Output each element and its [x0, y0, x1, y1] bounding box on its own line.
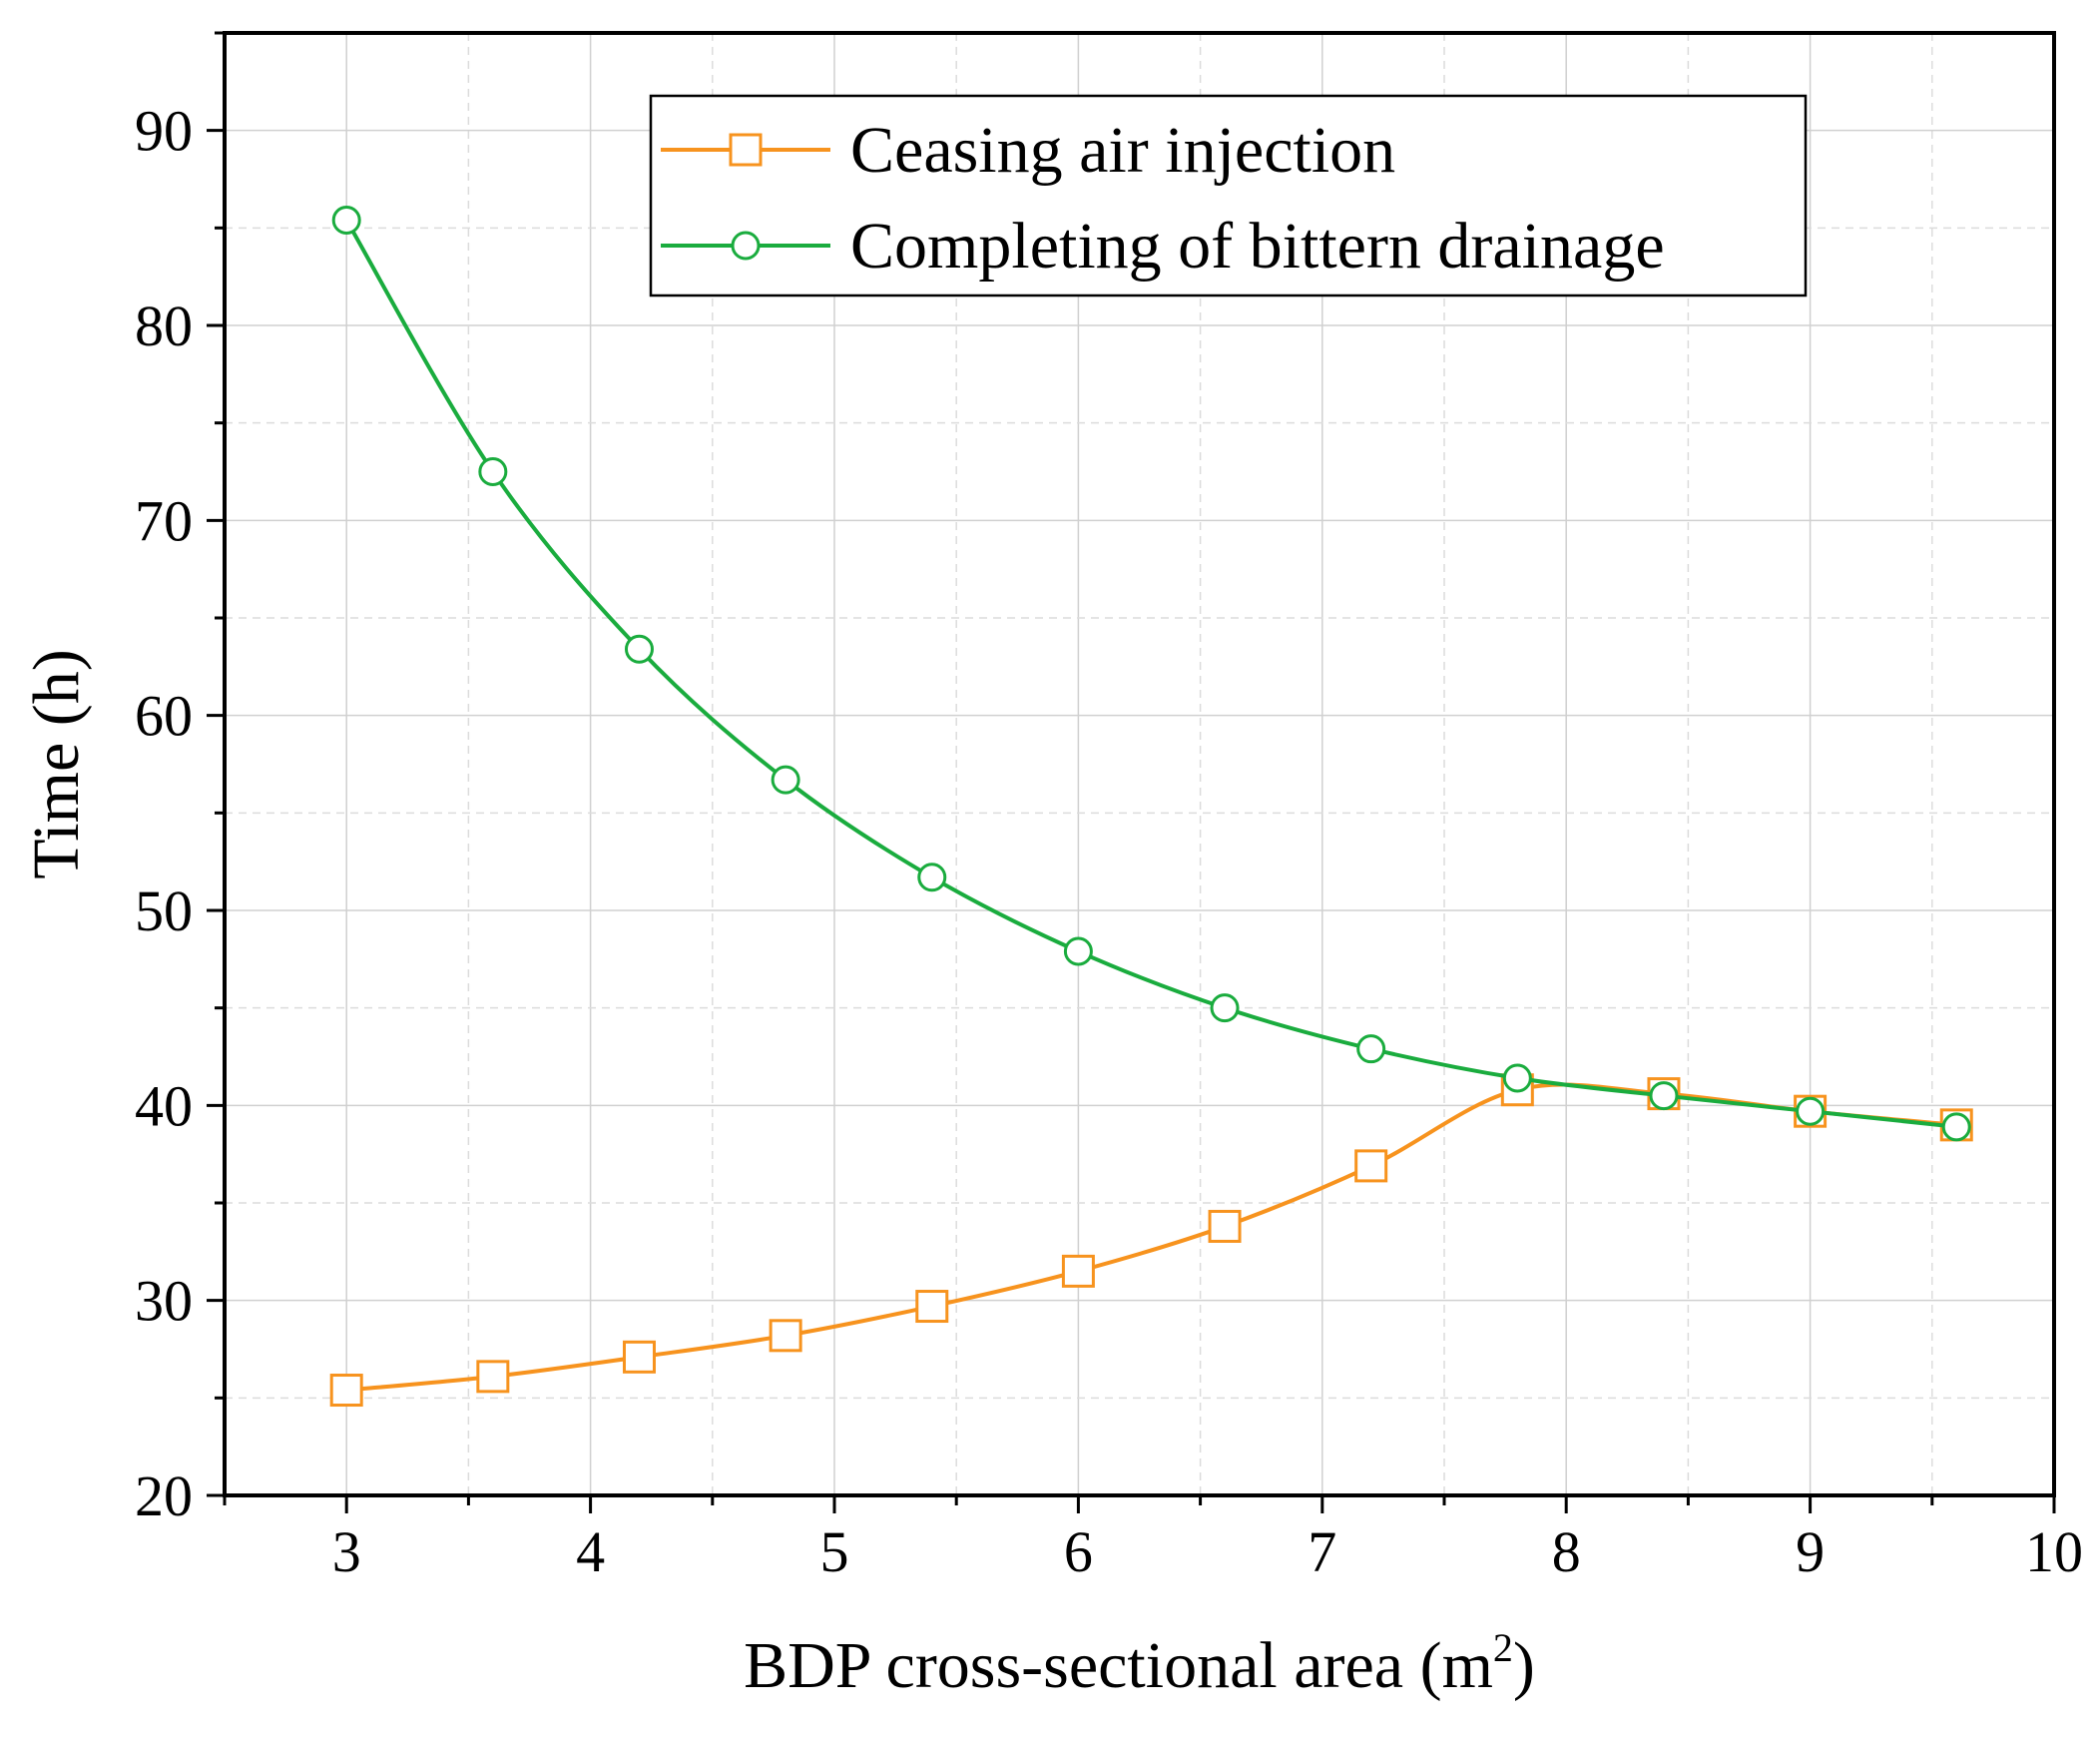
data-point-ceasing-air-injection — [476, 1360, 510, 1394]
data-point-ceasing-air-injection — [622, 1340, 656, 1374]
data-point-ceasing-air-injection — [329, 1374, 363, 1408]
x-tick-label: 4 — [576, 1519, 605, 1584]
data-point-completing-of-bittern-drainage — [1063, 936, 1093, 966]
data-point-completing-of-bittern-drainage — [624, 634, 654, 664]
data-point-completing-of-bittern-drainage — [1649, 1081, 1679, 1111]
x-tick-label: 8 — [1552, 1519, 1581, 1584]
x-tick-label: 5 — [820, 1519, 849, 1584]
y-axis-title: Time (h) — [20, 649, 93, 878]
x-axis-title-end: ) — [1513, 1629, 1535, 1702]
data-point-completing-of-bittern-drainage — [771, 765, 800, 795]
data-point-completing-of-bittern-drainage — [478, 457, 508, 486]
data-point-completing-of-bittern-drainage — [1356, 1034, 1386, 1064]
series-line-completing-of-bittern-drainage — [344, 219, 1957, 1129]
data-point-completing-of-bittern-drainage — [1210, 993, 1240, 1023]
series-line-ceasing-air-injection — [346, 1082, 1957, 1393]
legend-label-completing-of-bittern-drainage: Completing of bittern drainage — [850, 210, 1665, 283]
y-tick-label: 30 — [135, 1269, 193, 1334]
x-tick-label: 9 — [1796, 1519, 1825, 1584]
data-point-ceasing-air-injection — [1354, 1149, 1388, 1183]
x-tick-label: 6 — [1064, 1519, 1093, 1584]
x-axis-title-main: BDP cross-sectional area (m — [744, 1629, 1493, 1702]
legend-marker-ceasing-air-injection — [729, 133, 763, 167]
data-point-ceasing-air-injection — [1061, 1254, 1095, 1288]
y-tick-label: 90 — [135, 99, 193, 164]
y-tick-label: 20 — [135, 1463, 193, 1528]
data-point-completing-of-bittern-drainage — [1796, 1096, 1826, 1126]
y-tick-label: 80 — [135, 293, 193, 358]
data-point-ceasing-air-injection — [915, 1290, 949, 1324]
series-layer — [329, 206, 1973, 1408]
x-tick-label: 10 — [2025, 1519, 2083, 1584]
y-tick-label: 60 — [135, 684, 193, 749]
axis-ticks: 3 4 5 6 7 8 9 10 20 30 40 50 60 70 80 90 — [135, 31, 2083, 1584]
data-point-completing-of-bittern-drainage — [917, 863, 947, 892]
data-point-completing-of-bittern-drainage — [1941, 1112, 1971, 1142]
x-axis-title-superscript: 2 — [1493, 1625, 1513, 1670]
legend-label-ceasing-air-injection: Ceasing air injection — [850, 114, 1395, 187]
y-tick-label: 40 — [135, 1073, 193, 1138]
x-tick-label: 7 — [1308, 1519, 1336, 1584]
x-axis-title: BDP cross-sectional area (m2) — [744, 1625, 1535, 1702]
legend-marker-completing-of-bittern-drainage — [731, 231, 761, 261]
y-tick-label: 70 — [135, 488, 193, 553]
legend-box — [649, 94, 1808, 297]
data-point-ceasing-air-injection — [1208, 1209, 1242, 1243]
x-tick-label: 3 — [332, 1519, 361, 1584]
data-point-ceasing-air-injection — [769, 1319, 802, 1353]
legend: Ceasing air injection Completing of bitt… — [649, 94, 1808, 297]
data-point-completing-of-bittern-drainage — [331, 206, 361, 236]
y-tick-label: 50 — [135, 878, 193, 943]
plot-frame — [223, 31, 2056, 1497]
data-point-completing-of-bittern-drainage — [1502, 1063, 1532, 1093]
